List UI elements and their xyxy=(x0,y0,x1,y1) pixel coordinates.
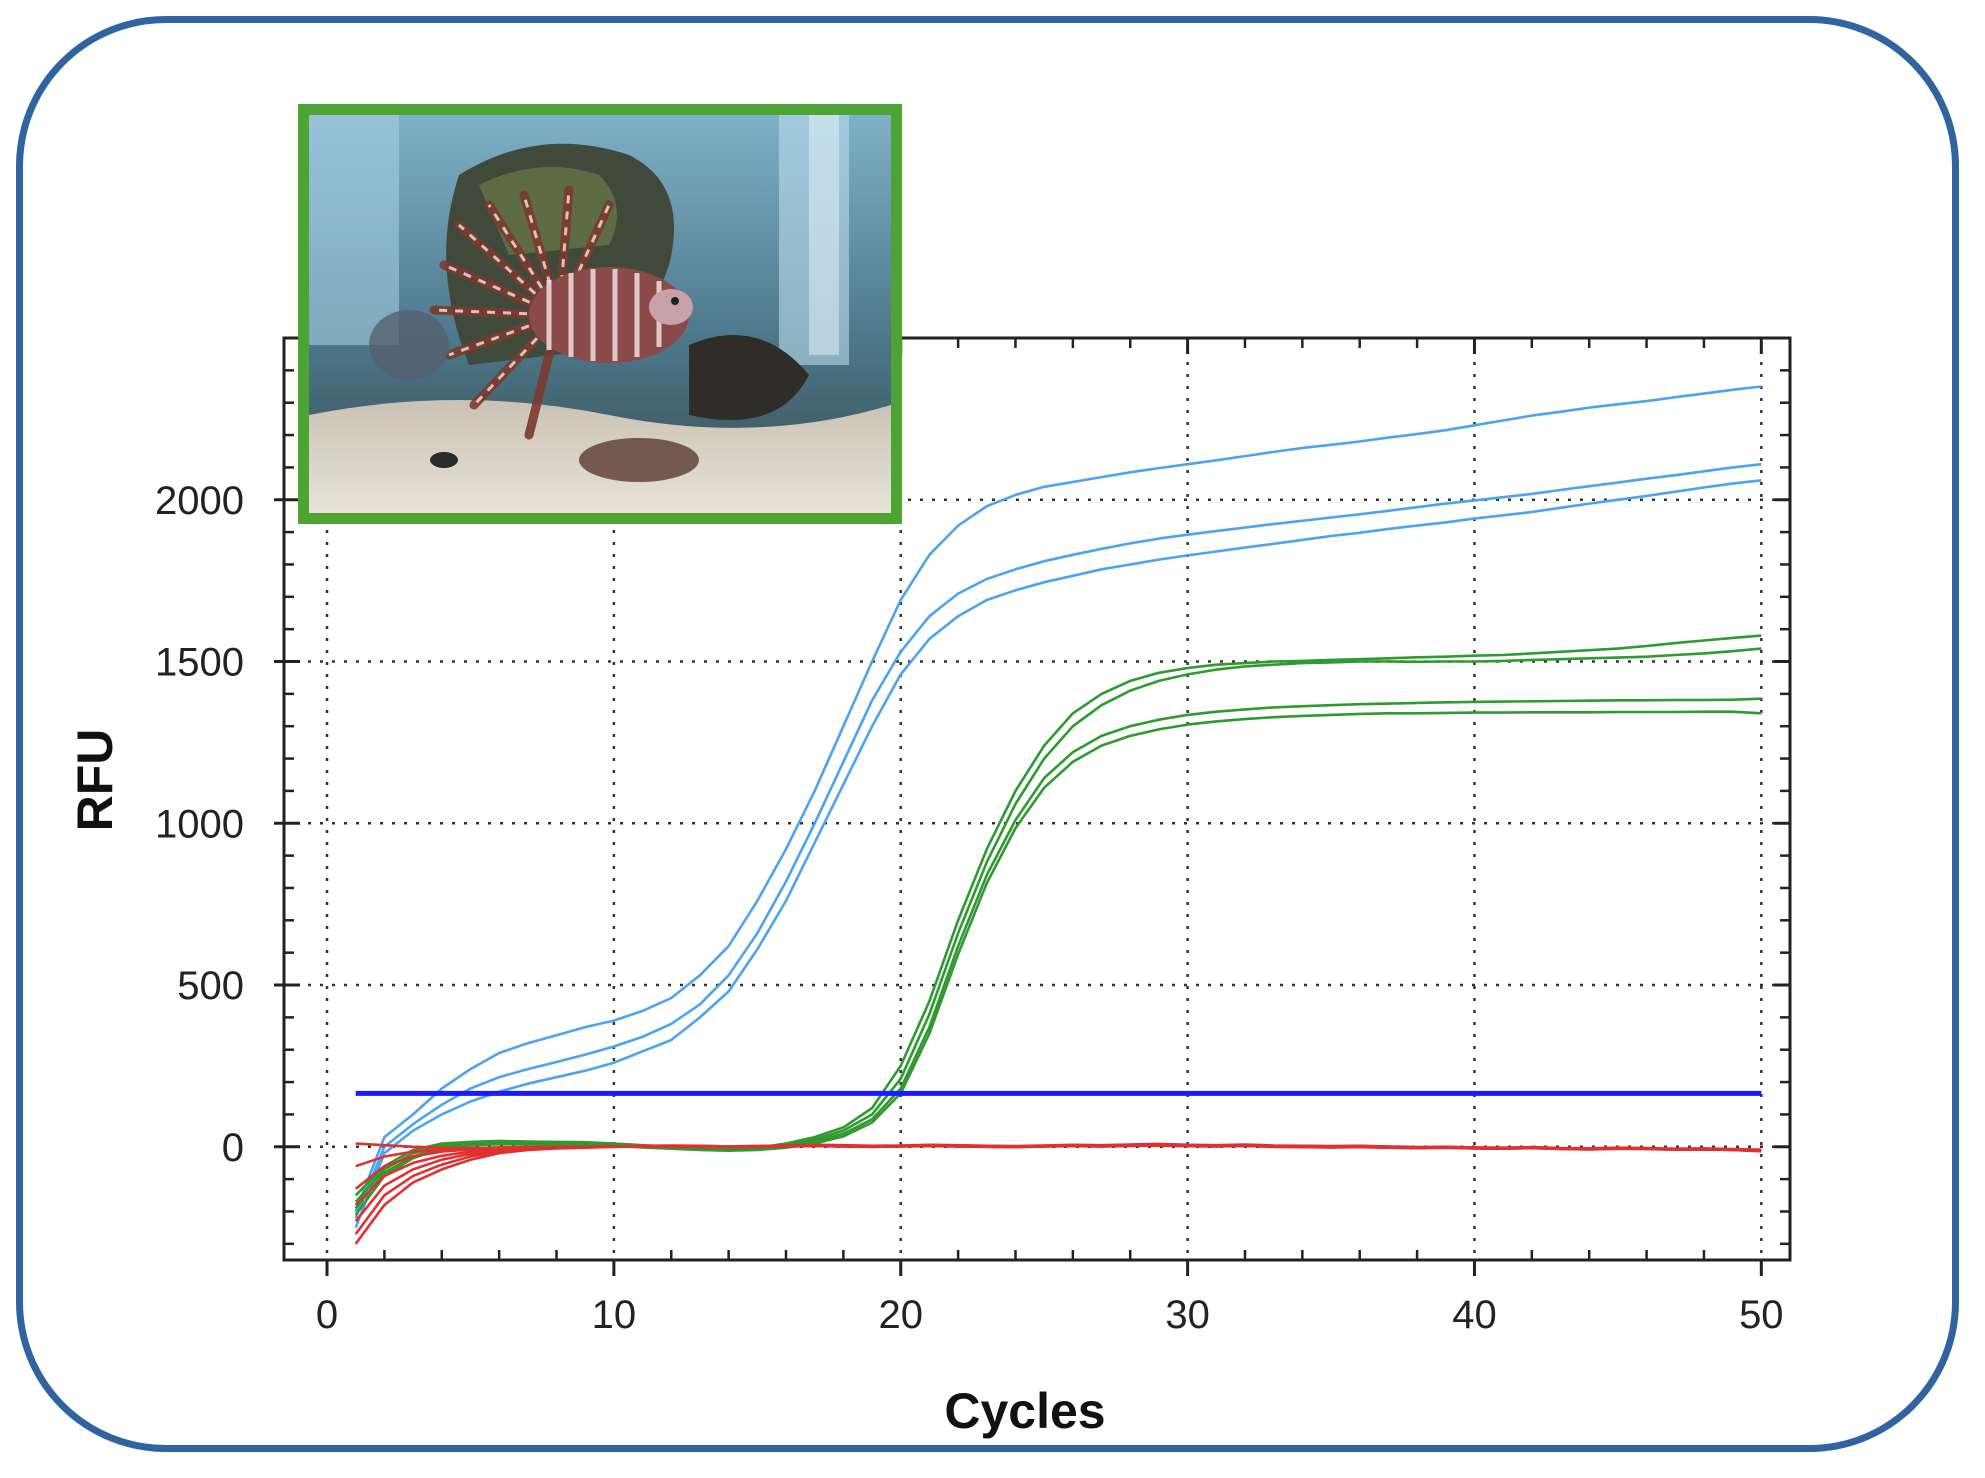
series-line xyxy=(354,1142,1762,1245)
series-line xyxy=(354,710,1762,1216)
series-line xyxy=(354,634,1762,1197)
series-line xyxy=(354,462,1762,1219)
y-tick-label: 1500 xyxy=(155,641,244,685)
y-axis-ticks: 0 500 1000 1500 2000 xyxy=(155,479,1790,1170)
y-tick-label: 500 xyxy=(177,964,244,1008)
series-line xyxy=(354,1142,1762,1235)
series-line xyxy=(354,1143,1762,1223)
x-axis-title: Cycles xyxy=(944,1383,1105,1439)
series-line xyxy=(354,479,1762,1229)
series-line xyxy=(354,647,1762,1203)
plot-area-border xyxy=(282,336,1792,1262)
y-tick-label: 0 xyxy=(222,1126,244,1170)
x-tick-label: 40 xyxy=(1452,1293,1497,1337)
series-group xyxy=(354,385,1762,1245)
y-axis-title: RFU xyxy=(67,729,123,832)
series-line xyxy=(355,1142,1762,1153)
series-line xyxy=(354,385,1762,1212)
y-tick-label: 2000 xyxy=(155,479,244,523)
x-tick-label: 50 xyxy=(1739,1293,1784,1337)
grid-lines xyxy=(284,338,1790,1260)
x-tick-label: 10 xyxy=(592,1293,637,1337)
x-tick-label: 20 xyxy=(878,1293,923,1337)
y-tick-label: 1000 xyxy=(155,802,244,846)
lionfish-photo xyxy=(298,104,902,524)
x-tick-label: 0 xyxy=(316,1293,338,1337)
series-line xyxy=(354,1142,1762,1206)
x-axis-ticks: 0 10 20 30 40 50 xyxy=(316,338,1784,1337)
x-tick-label: 30 xyxy=(1165,1293,1210,1337)
series-line xyxy=(354,1143,1762,1190)
